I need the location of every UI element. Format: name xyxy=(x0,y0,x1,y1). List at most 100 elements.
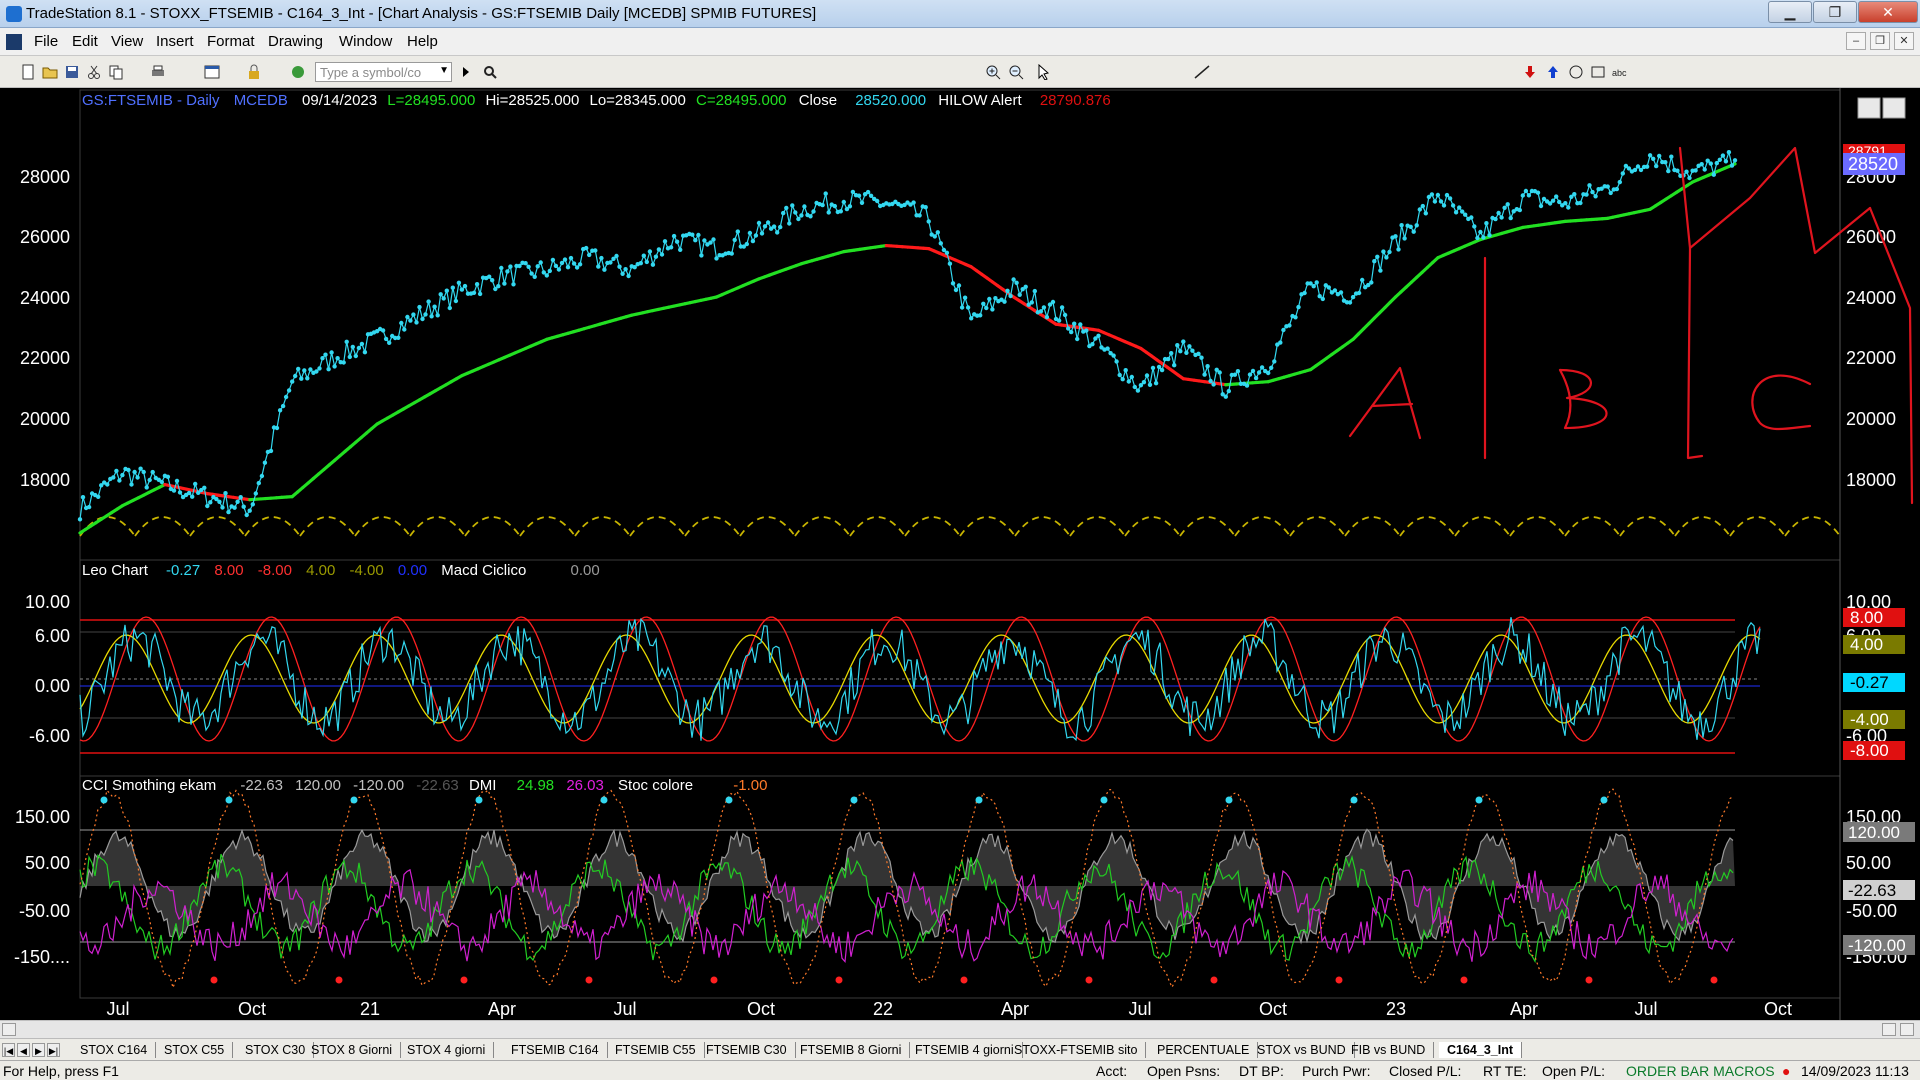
close-price-point xyxy=(462,283,468,289)
menu-view[interactable]: View xyxy=(111,33,144,50)
menu-help[interactable]: Help xyxy=(407,33,438,50)
sheet-tab[interactable]: C164_3_Int xyxy=(1439,1042,1523,1058)
open-icon[interactable] xyxy=(42,64,58,80)
close-price-point xyxy=(1159,367,1165,373)
zoom-in-icon[interactable] xyxy=(985,64,1001,80)
close-price-point xyxy=(841,199,846,205)
cut-icon[interactable] xyxy=(86,64,102,80)
close-price-point xyxy=(505,269,510,274)
save-icon[interactable] xyxy=(64,64,80,80)
tab-last-button[interactable]: ▶| xyxy=(47,1043,60,1057)
close-button[interactable]: ✕ xyxy=(1858,1,1918,23)
close-price-point xyxy=(562,257,568,262)
menu-window[interactable]: Window xyxy=(339,33,393,50)
mdi-close-button[interactable]: ✕ xyxy=(1894,32,1914,50)
close-price-point xyxy=(1008,293,1013,299)
new-icon[interactable] xyxy=(20,64,36,80)
sheet-tab[interactable]: STOX 4 giorni xyxy=(399,1042,495,1058)
close-price-point xyxy=(1714,160,1720,166)
tab-prev-button[interactable]: ◀ xyxy=(17,1043,30,1057)
sheet-tab[interactable]: STOXX-FTSEMIB sito xyxy=(1006,1042,1147,1058)
menu-file[interactable]: File xyxy=(34,33,59,50)
svg-text:Leo Chart -0.27: Leo Chart -0.27 8.00 -8.00 4.00 -4.00 0.… xyxy=(82,562,600,579)
rectangle-icon[interactable] xyxy=(1590,64,1606,80)
close-price-point xyxy=(499,265,504,271)
close-price-point xyxy=(1547,201,1553,206)
sheet-tab[interactable]: STOX C55 xyxy=(156,1042,234,1058)
close-price-point xyxy=(790,203,795,208)
maximize-button[interactable]: ❐ xyxy=(1813,1,1857,23)
scroll-right-button[interactable] xyxy=(1882,1023,1896,1036)
time-tick: Jul xyxy=(106,999,129,1019)
close-price-point xyxy=(1066,326,1071,331)
workspace-icon[interactable] xyxy=(204,64,220,80)
sheet-tab[interactable]: STOX C164 xyxy=(72,1042,157,1058)
close-price-point xyxy=(1187,344,1192,349)
chart-window-icon[interactable] xyxy=(6,34,22,50)
time-axis: Jul Oct 21 Apr Jul Oct 22 Apr Jul Oct 23… xyxy=(106,999,1792,1019)
symbol-input[interactable]: Type a symbol/co ▼ xyxy=(315,62,452,82)
sheet-tab[interactable]: STOX 8 Giorni xyxy=(303,1042,402,1058)
lock-icon[interactable] xyxy=(246,64,262,80)
text-tool-icon[interactable]: abc xyxy=(1612,64,1628,80)
sheet-tab[interactable]: PERCENTUALE xyxy=(1149,1042,1259,1058)
menu-drawing[interactable]: Drawing xyxy=(268,33,324,50)
close-price-point xyxy=(1723,159,1729,164)
close-price-point xyxy=(559,260,565,266)
cci-value-tag-text: 120.00 xyxy=(1848,823,1900,842)
close-price-point xyxy=(411,312,416,317)
minimize-button[interactable]: ▁ xyxy=(1768,1,1812,23)
close-price-point xyxy=(132,469,137,475)
close-price-point xyxy=(1214,367,1219,372)
sheet-tab[interactable]: FTSEMIB C55 xyxy=(607,1042,705,1058)
sheet-tab[interactable]: FTSEMIB 4 giorni xyxy=(907,1042,1023,1058)
menu-format[interactable]: Format xyxy=(207,33,255,50)
order-bar-macros-button[interactable]: ORDER BAR MACROS xyxy=(1626,1063,1775,1079)
sheet-tab[interactable]: FTSEMIB C30 xyxy=(698,1042,796,1058)
sheet-tab[interactable]: STOX vs BUND xyxy=(1249,1042,1355,1058)
arrow-up-icon[interactable] xyxy=(1545,64,1561,80)
sheet-tab[interactable]: FTSEMIB 8 Giorni xyxy=(792,1042,911,1058)
arrow-down-icon[interactable] xyxy=(1522,64,1538,80)
search-icon[interactable] xyxy=(482,64,498,80)
macd-slow-line xyxy=(79,634,1761,724)
close-price-point xyxy=(1332,288,1338,293)
pointer-icon[interactable] xyxy=(1036,64,1052,80)
scroll-end-button[interactable] xyxy=(1900,1023,1914,1036)
close-price-point xyxy=(714,256,719,261)
close-price-point xyxy=(447,305,452,311)
scale-restore-button[interactable] xyxy=(1882,97,1906,119)
trendline-icon[interactable] xyxy=(1194,64,1210,80)
close-price-point xyxy=(356,345,362,351)
circle-icon[interactable] xyxy=(1568,64,1584,80)
close-price-point xyxy=(711,237,716,242)
mdi-minimize-button[interactable]: – xyxy=(1846,32,1866,50)
close-price-point xyxy=(938,241,943,246)
sheet-tab[interactable]: FTSEMIB C164 xyxy=(503,1042,608,1058)
print-icon[interactable] xyxy=(150,64,166,80)
stoc-bottom-marker xyxy=(835,976,843,984)
arrow-right-icon[interactable] xyxy=(458,64,474,80)
chart-canvas[interactable]: GS:FTSEMIB - Daily MCEDB 09/14/2023 L=28… xyxy=(0,88,1920,1020)
tab-first-button[interactable]: |◀ xyxy=(2,1043,15,1057)
chart-analysis-window[interactable]: GS:FTSEMIB - Daily MCEDB 09/14/2023 L=28… xyxy=(0,88,1920,1020)
chevron-down-icon[interactable]: ▼ xyxy=(439,65,449,76)
zoom-out-icon[interactable] xyxy=(1008,64,1024,80)
copy-icon[interactable] xyxy=(108,64,124,80)
chart-horizontal-scrollbar[interactable] xyxy=(0,1020,1920,1038)
close-price-point xyxy=(138,466,143,471)
close-price-point xyxy=(1414,223,1419,228)
stoc-top-marker xyxy=(600,796,608,804)
mdi-restore-button[interactable]: ❐ xyxy=(1870,32,1890,50)
scale-minimize-button[interactable] xyxy=(1857,97,1881,119)
menu-edit[interactable]: Edit xyxy=(72,33,98,50)
close-price-point xyxy=(632,265,637,270)
sheet-tab[interactable]: FIB vs BUND xyxy=(1343,1042,1435,1058)
sheet-tab[interactable]: STOX C30 xyxy=(237,1042,315,1058)
tab-next-button[interactable]: ▶ xyxy=(32,1043,45,1057)
scroll-left-button[interactable] xyxy=(2,1023,16,1036)
menu-insert[interactable]: Insert xyxy=(156,33,194,50)
window-title: TradeStation 8.1 - STOXX_FTSEMIB - C164_… xyxy=(26,5,817,22)
close-price-point xyxy=(1162,356,1168,362)
format-icon[interactable] xyxy=(290,64,306,80)
